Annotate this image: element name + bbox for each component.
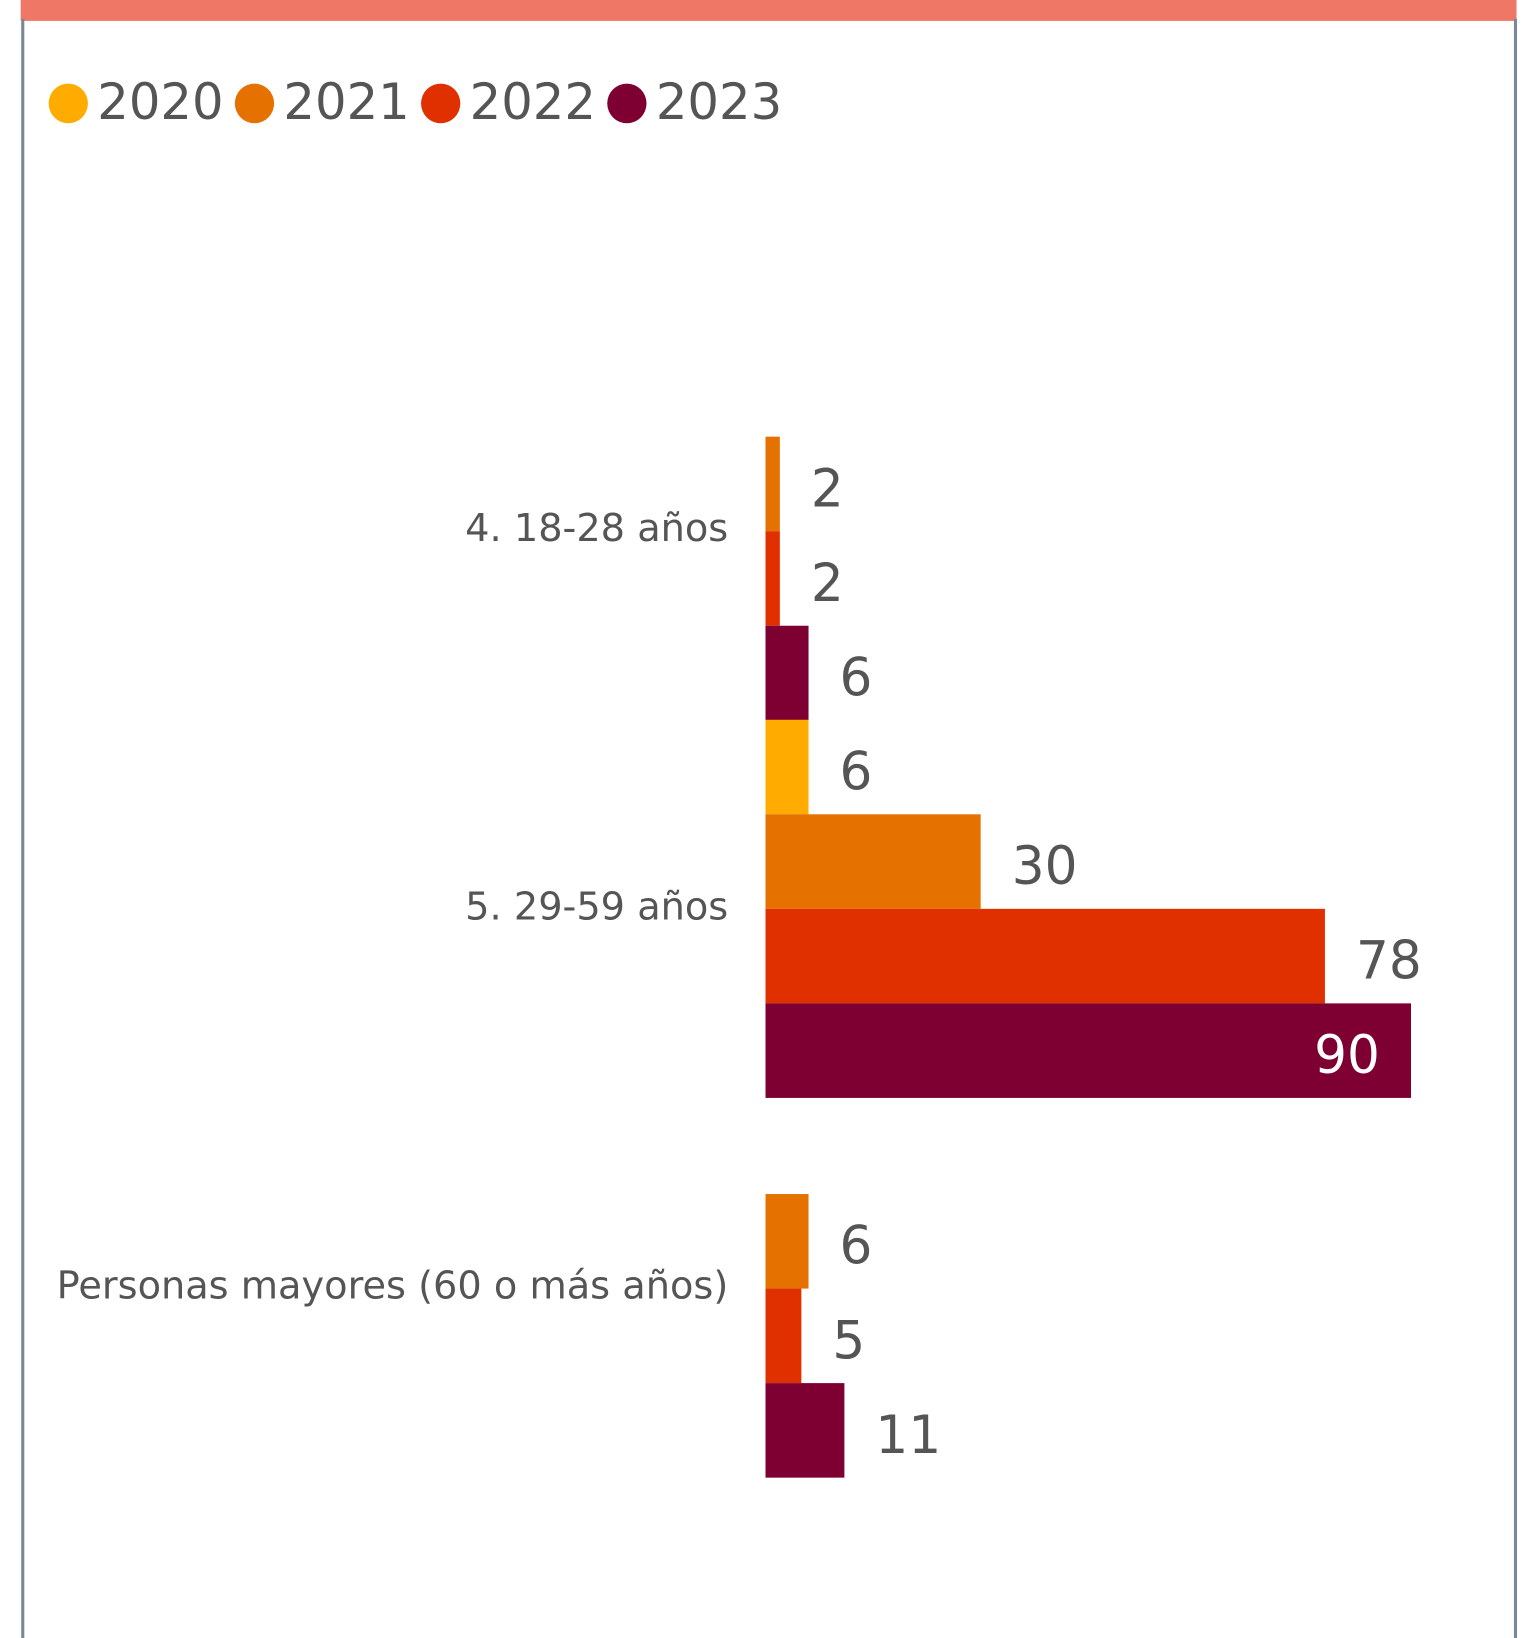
legend-swatch [48,83,88,124]
bar [765,1194,809,1289]
category-label: Personas mayores (60 o más años) [57,1263,729,1308]
legend-label: 2021 [283,73,409,131]
bar [765,436,780,532]
bar [765,1288,802,1384]
value-label: 30 [1012,837,1078,897]
category-label: 4. 18-28 años [465,506,728,551]
bar [765,908,1325,1004]
value-label: 2 [811,554,844,614]
value-label: 6 [840,742,873,802]
bar [765,625,809,721]
bar [765,1383,845,1478]
bar [765,814,981,909]
bar [765,531,780,626]
legend-swatch [421,83,461,124]
value-label: 6 [840,1216,873,1276]
value-label: 90 [1314,1026,1380,1086]
bar [765,1003,1412,1098]
legend-swatch [234,83,275,124]
legend-swatch [607,83,647,124]
value-label: 78 [1356,931,1422,991]
value-label: 5 [832,1311,865,1371]
bar [765,719,809,815]
value-label: 11 [875,1406,941,1466]
value-label: 6 [840,648,873,708]
category-label: 5. 29-59 años [465,884,728,929]
legend-label: 2020 [97,73,223,131]
legend-label: 2022 [470,73,596,131]
value-label: 2 [811,459,844,519]
top-band [20,0,1517,21]
legend-label: 2023 [656,73,782,131]
